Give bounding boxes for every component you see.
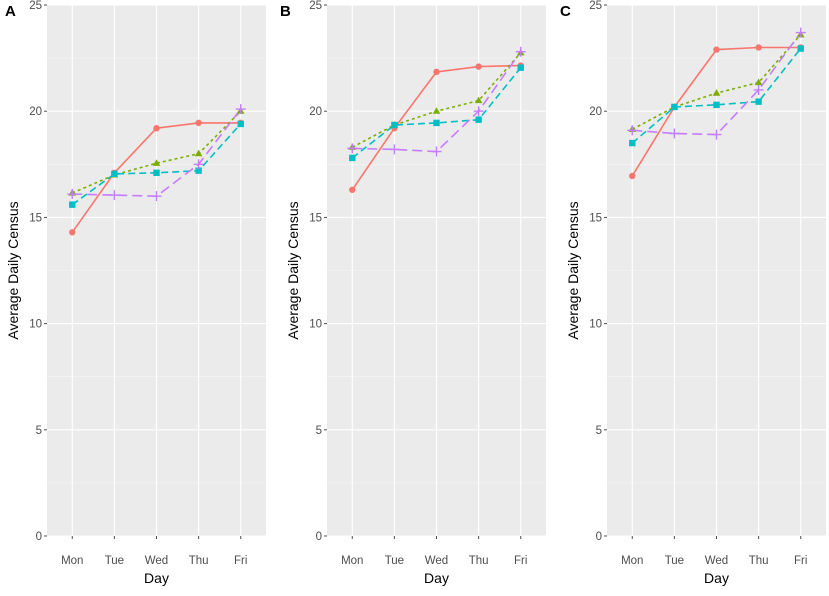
panel-label: A [5,3,16,20]
y-axis-title: Average Daily Census [5,201,21,339]
x-tick-label: Tue [105,555,124,567]
data-point-s4 [431,146,442,157]
data-point-s2 [432,107,441,114]
data-point-s4 [515,46,526,57]
x-tick-label: Thu [469,555,489,567]
x-axis-title: Day [424,570,449,586]
data-point-s1 [69,229,76,236]
data-point-s1 [349,186,356,193]
y-tick-label: 10 [589,319,602,331]
data-point-s1 [153,124,160,132]
y-tick-label: 20 [589,106,602,118]
x-tick-label: Thu [749,555,769,567]
data-point-s4 [347,143,358,154]
data-point-s1 [433,68,440,76]
data-point-s2 [474,96,483,104]
panel-c: 0 5 10 15 20 25 Mon Tue Wed Thu Fri Day Average Dail… [560,0,826,586]
data-point-s3 [475,116,482,123]
panel-b: 0 5 10 15 20 25 Mon Tue Wed Thu Fri Day Average Dail… [280,0,546,586]
data-point-s3 [69,201,76,208]
series-line-s3 [351,67,522,159]
data-point-s3 [111,170,118,178]
data-point-s1 [755,44,762,51]
y-tick-label: 20 [309,106,322,118]
data-point-s3 [433,119,440,127]
y-tick-label: 5 [316,425,322,437]
data-point-s4 [473,106,484,117]
data-point-s4 [67,189,78,200]
x-tick-label: Fri [794,555,807,567]
data-point-s4 [109,190,120,201]
data-point-s2 [754,78,763,86]
data-point-s4 [669,128,680,139]
data-point-s4 [753,84,764,95]
data-point-s1 [195,119,202,127]
x-tick-label: Mon [61,555,83,567]
data-point-s4 [627,125,638,136]
data-point-s2 [712,89,721,96]
data-point-s1 [713,46,720,53]
data-point-s4 [711,129,722,140]
y-tick-label: 15 [309,212,322,224]
data-point-s3 [195,167,202,174]
data-point-s1 [629,172,636,180]
y-tick-label: 20 [29,106,42,118]
data-point-s3 [517,64,524,71]
x-tick-label: Thu [189,555,209,567]
series-line-s2 [71,110,242,194]
data-point-s3 [797,45,804,52]
data-point-s4 [795,27,806,38]
data-point-s3 [755,98,762,105]
x-tick-label: Mon [621,555,643,567]
x-tick-label: Tue [385,555,404,567]
panel-label: B [280,3,291,20]
y-tick-label: 5 [596,425,602,437]
data-point-s4 [151,191,162,202]
y-tick-label: 0 [316,531,322,543]
y-axis-title: Average Daily Census [565,201,581,339]
y-tick-label: 5 [36,425,42,437]
y-tick-label: 25 [29,0,42,12]
data-point-s3 [153,169,160,176]
x-tick-label: Mon [341,555,363,567]
data-point-s4 [235,104,246,115]
data-point-s3 [713,101,720,109]
x-tick-label: Tue [665,555,684,567]
series-line-s3 [631,48,802,144]
panel-a: 0 5 10 15 20 25 Mon Tue Wed Thu Fri Day Average Dail… [5,0,266,586]
x-tick-label: Wed [425,555,448,567]
data-point-s1 [475,63,482,70]
x-tick-label: Fri [514,555,527,567]
x-tick-label: Wed [145,555,168,567]
x-tick-label: Wed [705,555,728,567]
data-point-s3 [629,139,636,147]
y-tick-label: 10 [29,319,42,331]
panel-label: C [560,3,571,20]
data-point-s3 [671,103,678,111]
data-point-s3 [237,120,244,128]
y-tick-label: 0 [36,531,42,543]
y-tick-label: 15 [29,212,42,224]
data-point-s2 [194,149,203,157]
y-tick-label: 15 [589,212,602,224]
y-tick-label: 25 [589,0,602,12]
data-point-s4 [193,159,204,170]
x-tick-label: Fri [234,555,247,567]
y-tick-label: 10 [309,319,322,331]
y-tick-label: 0 [596,531,602,543]
y-tick-label: 25 [309,0,322,12]
x-axis-title: Day [144,570,169,586]
data-point-s3 [349,154,356,162]
y-axis-title: Average Daily Census [285,201,301,339]
data-point-s3 [391,121,398,129]
data-point-s4 [389,144,400,155]
data-point-s2 [152,159,161,166]
x-axis-title: Day [704,570,729,586]
